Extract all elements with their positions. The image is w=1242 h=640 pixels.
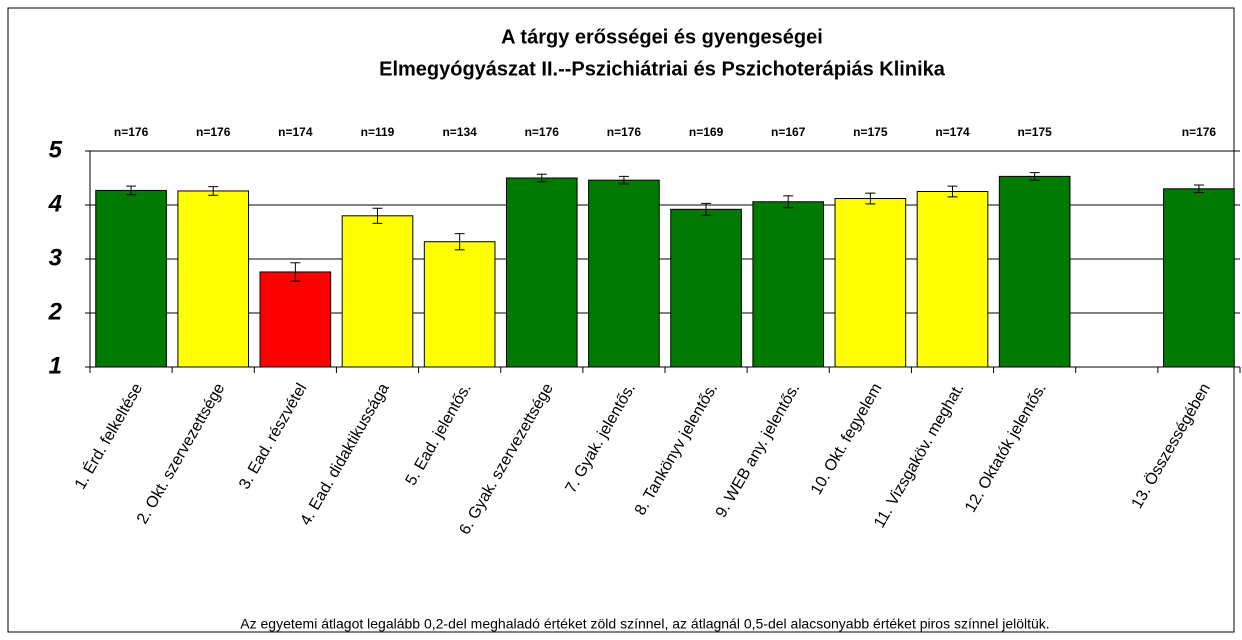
- bar: [505, 177, 578, 368]
- count-label: n=176: [607, 125, 642, 139]
- bar: [834, 198, 907, 368]
- count-label: n=176: [114, 125, 149, 139]
- count-label: n=169: [689, 125, 724, 139]
- bar: [423, 241, 496, 368]
- count-label: n=176: [525, 125, 560, 139]
- count-label: n=175: [1017, 125, 1052, 139]
- y-tick-label: 5: [49, 136, 63, 163]
- count-label: n=174: [935, 125, 970, 139]
- bar: [177, 190, 250, 368]
- chart-subtitle: Elmegyógyászat II.--Pszichiátriai és Psz…: [379, 58, 946, 80]
- footnote: Az egyetemi átlagot legalább 0,2-del meg…: [240, 616, 1049, 632]
- bar: [670, 208, 742, 368]
- bar: [916, 191, 989, 368]
- bar: [998, 175, 1071, 368]
- bar: [588, 179, 660, 368]
- bar: [752, 201, 825, 368]
- count-label: n=176: [1182, 125, 1217, 139]
- bar: [1163, 188, 1235, 368]
- y-tick-label: 1: [49, 352, 62, 379]
- count-label: n=119: [361, 125, 395, 139]
- y-tick-label: 2: [48, 298, 63, 325]
- chart-title: A tárgy erősségei és gyengeségei: [501, 26, 823, 48]
- bar: [259, 271, 332, 368]
- bar: [95, 189, 167, 368]
- count-label: n=175: [853, 125, 888, 139]
- y-tick-label: 4: [48, 190, 62, 217]
- count-label: n=176: [196, 125, 231, 139]
- bar: [341, 215, 414, 368]
- count-label: n=174: [278, 125, 313, 139]
- y-tick-label: 3: [49, 244, 63, 271]
- count-label: n=167: [771, 125, 806, 139]
- count-label: n=134: [442, 125, 477, 139]
